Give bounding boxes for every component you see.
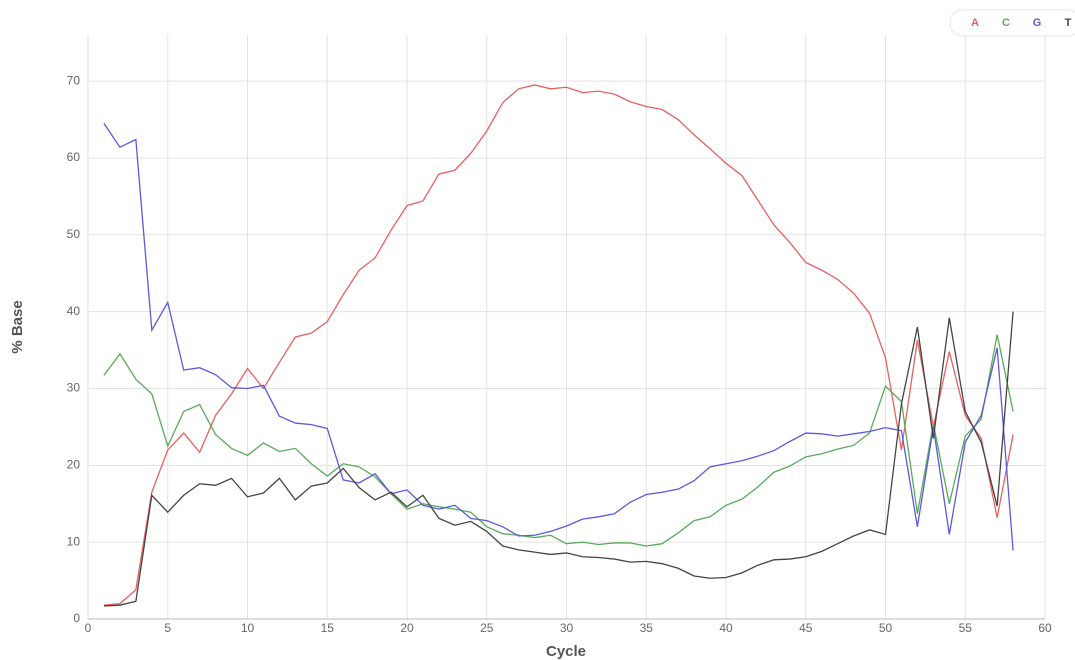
series-line — [103, 334, 1014, 547]
legend-box — [949, 9, 1075, 37]
legend-label: A — [971, 17, 979, 29]
x-tick-label: 60 — [1038, 621, 1052, 635]
y-tick-label: 30 — [67, 381, 81, 395]
x-tick-label: 15 — [321, 621, 335, 635]
y-tick-label: 40 — [67, 304, 81, 318]
y-tick-label: 20 — [67, 457, 81, 471]
legend-label: C — [1002, 17, 1010, 29]
x-axis-title: Cycle — [546, 643, 586, 660]
x-tick-label: 30 — [560, 621, 574, 635]
x-tick-label: 20 — [400, 621, 414, 635]
y-tick-label: 0 — [73, 611, 80, 625]
series-line — [103, 123, 1014, 551]
x-tick-label: 5 — [164, 621, 171, 635]
x-tick-label: 0 — [85, 621, 92, 635]
legend-label: G — [1033, 17, 1042, 29]
y-tick-label: 50 — [67, 227, 81, 241]
series-line — [103, 311, 1014, 607]
x-tick-label: 40 — [719, 621, 733, 635]
y-tick-label: 60 — [67, 150, 81, 164]
x-tick-label: 55 — [959, 621, 973, 635]
x-tick-label: 10 — [241, 621, 255, 635]
x-tick-label: 25 — [480, 621, 494, 635]
y-tick-label: 70 — [67, 73, 81, 87]
series-line — [103, 84, 1014, 606]
x-tick-label: 35 — [640, 621, 654, 635]
y-tick-label: 10 — [67, 534, 81, 548]
y-axis-title: % Base — [9, 300, 26, 353]
x-tick-label: 50 — [879, 621, 893, 635]
x-tick-label: 45 — [799, 621, 813, 635]
legend-label: T — [1065, 17, 1072, 29]
